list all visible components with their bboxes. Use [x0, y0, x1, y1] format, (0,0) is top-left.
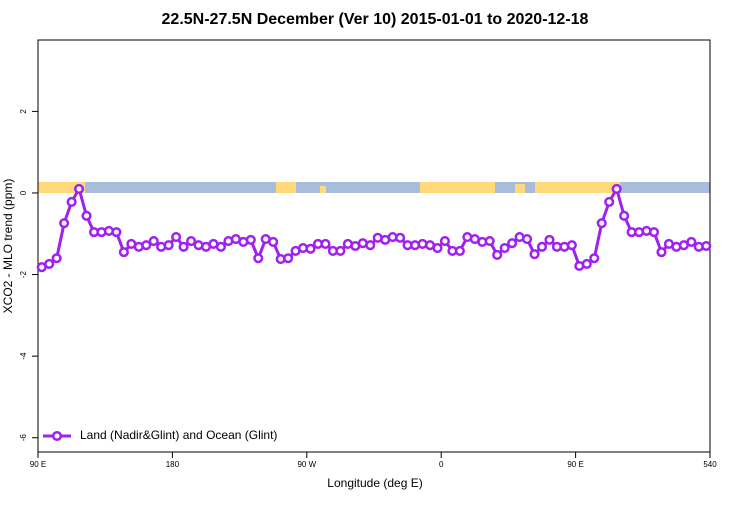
data-point [245, 234, 256, 245]
y-tick-label: 0 [19, 190, 28, 195]
data-point [253, 253, 264, 264]
land-band [535, 182, 620, 193]
data-point [439, 236, 450, 247]
data-point [507, 238, 518, 249]
data-point [581, 258, 592, 269]
land-band [515, 184, 525, 193]
data-point [335, 245, 346, 256]
x-tick-label: 180 [166, 460, 180, 469]
legend-marker [51, 430, 63, 442]
x-axis-label: Longitude (deg E) [327, 476, 422, 490]
data-point [163, 240, 174, 251]
data-point [320, 238, 331, 250]
x-tick-label: 540 [703, 460, 717, 469]
data-point [529, 249, 540, 260]
land-band [320, 186, 326, 193]
data-point [268, 236, 279, 247]
data-point [611, 183, 622, 194]
y-tick-label: -2 [19, 270, 28, 278]
data-point [44, 258, 55, 269]
data-point [171, 231, 182, 243]
data-point [656, 247, 667, 258]
data-point [74, 183, 85, 194]
data-point [499, 242, 510, 254]
data-point [484, 236, 495, 247]
data-point [648, 227, 660, 238]
data-point [141, 240, 152, 251]
y-tick-label: -4 [19, 352, 28, 360]
data-point [596, 218, 607, 229]
data-point [59, 218, 70, 229]
x-tick-label: 90 E [567, 460, 583, 469]
data-point [522, 234, 533, 245]
x-tick-label: 0 [439, 460, 444, 469]
data-point [186, 236, 197, 247]
x-tick-label: 90 E [30, 460, 46, 469]
land-band [276, 182, 296, 193]
data-point [492, 249, 503, 261]
data-point [283, 253, 294, 264]
data-point [215, 241, 226, 252]
chart-title: 22.5N-27.5N December (Ver 10) 2015-01-01… [162, 11, 589, 28]
data-point [619, 210, 630, 221]
ocean-band [38, 182, 710, 193]
data-point [604, 196, 615, 207]
y-axis-label: XCO2 - MLO trend (ppm) [1, 179, 15, 314]
data-point [118, 247, 129, 258]
y-tick-label: 2 [19, 109, 28, 114]
data-point [81, 210, 92, 221]
data-point [536, 241, 548, 252]
land-band [38, 182, 85, 193]
data-point [395, 232, 406, 243]
data-point [432, 242, 443, 254]
data-point [178, 241, 189, 252]
data-point [365, 240, 376, 251]
legend-label: Land (Nadir&Glint) and Ocean (Glint) [80, 428, 277, 442]
data-point [589, 253, 600, 264]
data-point [148, 236, 159, 247]
data-point [544, 234, 555, 245]
land-band [420, 182, 495, 193]
data-point [566, 240, 577, 251]
data-point [686, 236, 697, 247]
data-point [454, 245, 465, 256]
data-point [305, 243, 316, 254]
data-point [111, 227, 122, 238]
land-mask [38, 182, 710, 193]
y-tick-label: -6 [19, 434, 28, 442]
x-tick-label: 90 W [297, 460, 316, 469]
data-point [701, 240, 712, 252]
data-point [51, 253, 62, 264]
data-point [66, 196, 77, 207]
